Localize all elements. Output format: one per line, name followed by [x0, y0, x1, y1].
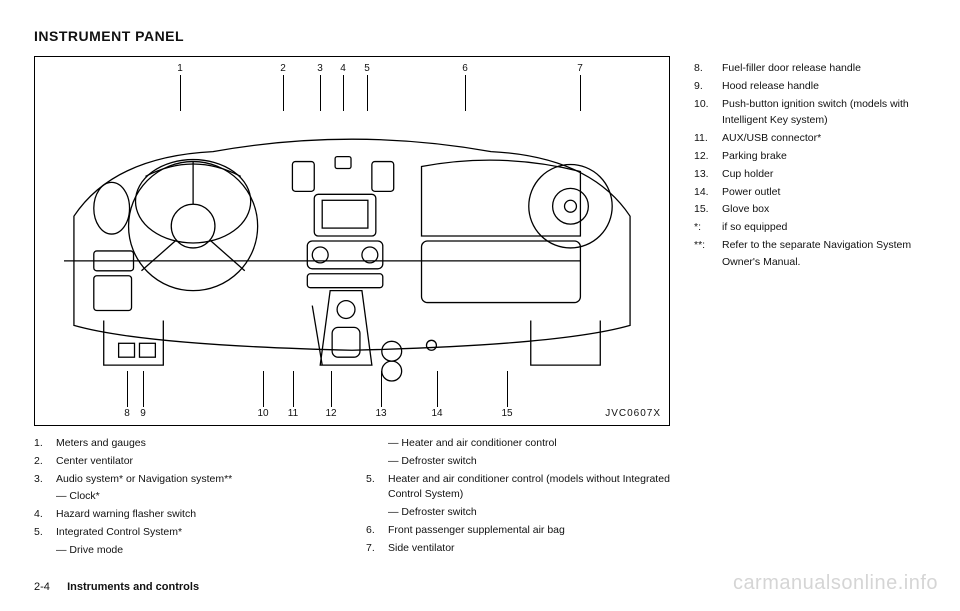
callout-label: 10 — [257, 408, 269, 419]
legend-item-number: 12. — [694, 148, 722, 165]
legend-item-text: Side ventilator — [388, 541, 670, 557]
legend-item-number: **: — [694, 237, 722, 271]
legend-item-number: 10. — [694, 96, 722, 130]
legend-item: 10.Push-button ignition switch (models w… — [694, 96, 926, 130]
legend-col-middle: — Heater and air conditioner control — De… — [366, 436, 670, 560]
callout-label: 8 — [121, 408, 133, 419]
dashboard-drawing — [63, 97, 641, 385]
legend-item-number: 5. — [34, 525, 56, 541]
legend-under-figure: 1.Meters and gauges2.Center ventilator3.… — [34, 436, 670, 560]
legend-item: 1.Meters and gauges — [34, 436, 338, 452]
legend-subitem: — Defroster switch — [366, 454, 670, 470]
legend-item-number: 2. — [34, 454, 56, 470]
callout-label: 12 — [325, 408, 337, 419]
page-title: INSTRUMENT PANEL — [34, 28, 926, 44]
callout-label: 1 — [174, 63, 186, 74]
legend-subitem: — Clock* — [34, 489, 338, 505]
callout-label: 14 — [431, 408, 443, 419]
legend-subitem: — Defroster switch — [366, 505, 670, 521]
legend-item-text: if so equipped — [722, 219, 926, 236]
legend-item-text: Hood release handle — [722, 78, 926, 95]
legend-item-number: 3. — [34, 472, 56, 488]
legend-item-number: 14. — [694, 184, 722, 201]
callout-label: 6 — [459, 63, 471, 74]
legend-item: 13.Cup holder — [694, 166, 926, 183]
callout-label: 13 — [375, 408, 387, 419]
legend-col-right: 8.Fuel-filler door release handle9.Hood … — [694, 56, 926, 560]
legend-item: 9.Hood release handle — [694, 78, 926, 95]
callout-label: 3 — [314, 63, 326, 74]
legend-item-number: 1. — [34, 436, 56, 452]
legend-item: *:if so equipped — [694, 219, 926, 236]
instrument-panel-figure: 1234567 89101112131415 — [34, 56, 670, 426]
callout-label: 9 — [137, 408, 149, 419]
callout-label: 7 — [574, 63, 586, 74]
legend-subitem: — Drive mode — [34, 543, 338, 559]
content-row: 1234567 89101112131415 — [34, 56, 926, 560]
callout-label: 4 — [337, 63, 349, 74]
legend-subitem: — Heater and air conditioner control — [366, 436, 670, 452]
footer-section: Instruments and controls — [67, 581, 199, 593]
legend-item: 3.Audio system* or Navigation system** — [34, 472, 338, 488]
legend-item-text: Glove box — [722, 201, 926, 218]
figure-code: JVC0607X — [605, 408, 661, 419]
legend-item-text: Refer to the separate Navigation System … — [722, 237, 926, 271]
legend-col-left: 1.Meters and gauges2.Center ventilator3.… — [34, 436, 338, 560]
legend-item-text: AUX/USB connector* — [722, 130, 926, 147]
page-footer: 2-4 Instruments and controls — [34, 581, 199, 593]
legend-item: 15.Glove box — [694, 201, 926, 218]
figure-column: 1234567 89101112131415 — [34, 56, 670, 560]
legend-item-number: *: — [694, 219, 722, 236]
legend-item-text: Heater and air conditioner control (mode… — [388, 472, 670, 504]
legend-item-text: Audio system* or Navigation system** — [56, 472, 338, 488]
legend-item: 11.AUX/USB connector* — [694, 130, 926, 147]
legend-item-text: Meters and gauges — [56, 436, 338, 452]
legend-item: 5.Integrated Control System* — [34, 525, 338, 541]
legend-item-number: 15. — [694, 201, 722, 218]
callout-label: 2 — [277, 63, 289, 74]
legend-item-text: Cup holder — [722, 166, 926, 183]
legend-item-number: 6. — [366, 523, 388, 539]
legend-item-text: Power outlet — [722, 184, 926, 201]
legend-item-number: 13. — [694, 166, 722, 183]
legend-item: 4.Hazard warning flasher switch — [34, 507, 338, 523]
legend-item-text: Hazard warning flasher switch — [56, 507, 338, 523]
legend-item: 6.Front passenger supplemental air bag — [366, 523, 670, 539]
legend-item: 5.Heater and air conditioner control (mo… — [366, 472, 670, 504]
legend-item: 14.Power outlet — [694, 184, 926, 201]
legend-item: **:Refer to the separate Navigation Syst… — [694, 237, 926, 271]
legend-item-text: Push-button ignition switch (models with… — [722, 96, 926, 130]
legend-item-text: Parking brake — [722, 148, 926, 165]
callout-label: 5 — [361, 63, 373, 74]
legend-item-text: Front passenger supplemental air bag — [388, 523, 670, 539]
footer-page-number: 2-4 — [34, 581, 64, 593]
legend-item-text: Fuel-filler door release handle — [722, 60, 926, 77]
legend-item-text: Center ventilator — [56, 454, 338, 470]
callout-label: 11 — [287, 408, 299, 419]
legend-item-number: 7. — [366, 541, 388, 557]
legend-item: 2.Center ventilator — [34, 454, 338, 470]
legend-item: 12.Parking brake — [694, 148, 926, 165]
legend-item: 8.Fuel-filler door release handle — [694, 60, 926, 77]
legend-item-number: 11. — [694, 130, 722, 147]
legend-item-number: 8. — [694, 60, 722, 77]
legend-item-number: 4. — [34, 507, 56, 523]
watermark: carmanualsonline.info — [733, 572, 938, 595]
legend-item-text: Integrated Control System* — [56, 525, 338, 541]
callout-label: 15 — [501, 408, 513, 419]
legend-item-number: 5. — [366, 472, 388, 504]
legend-item-number: 9. — [694, 78, 722, 95]
legend-item: 7.Side ventilator — [366, 541, 670, 557]
